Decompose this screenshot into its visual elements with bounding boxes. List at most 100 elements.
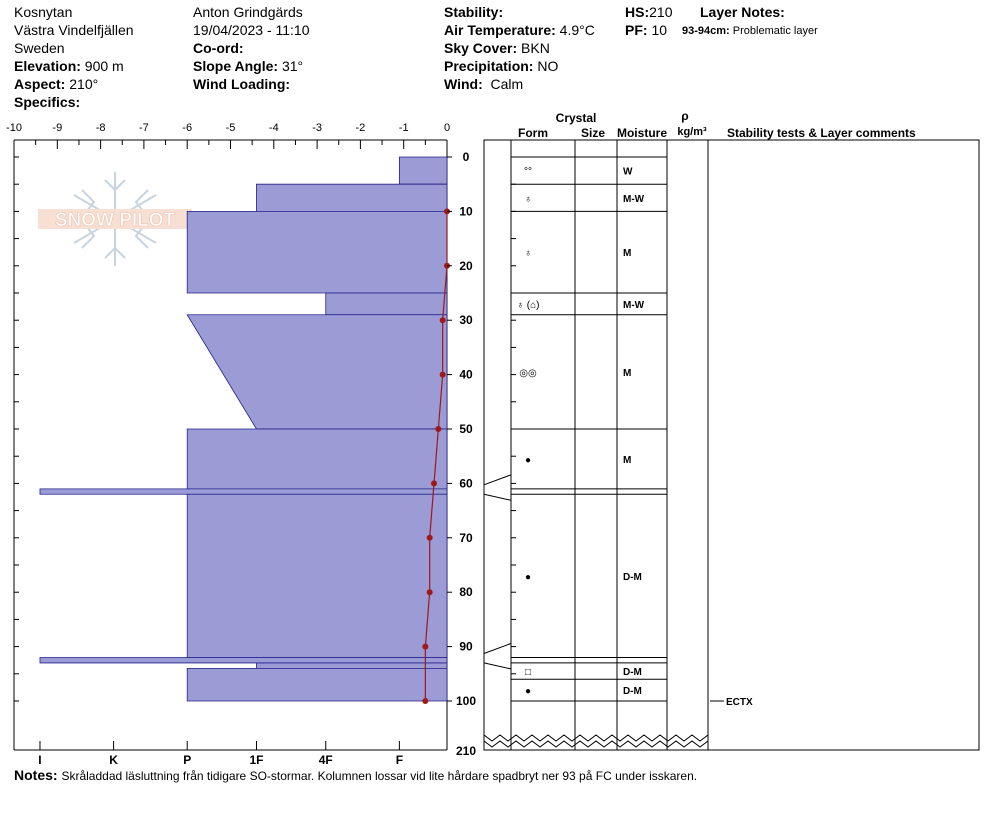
header-col5: Layer Notes: bbox=[700, 3, 785, 21]
depth-break-label: 210 bbox=[456, 744, 476, 758]
layer-moisture: D-M bbox=[623, 667, 642, 678]
snowpilot-logo-text: SNOW PILOT bbox=[55, 210, 176, 231]
header-crystal: Crystal bbox=[556, 111, 597, 125]
layer-form: ♁ bbox=[524, 248, 532, 259]
layer-form: □ bbox=[525, 667, 531, 678]
pf: PF: 10 bbox=[625, 22, 668, 38]
thin-layer-connector bbox=[483, 643, 512, 654]
layer-moisture: M-W bbox=[623, 300, 645, 311]
temperature-tick-label: -10 bbox=[6, 122, 22, 134]
header-col3: Stability: Air Temperature: 4.9°C Sky Co… bbox=[444, 3, 595, 93]
temperature-point bbox=[426, 534, 433, 541]
elevation: Elevation: 900 m bbox=[14, 58, 124, 74]
slope-angle: Slope Angle: 31° bbox=[193, 58, 304, 74]
temperature-tick-label: -6 bbox=[182, 122, 192, 134]
sky-cover: Sky Cover: BKN bbox=[444, 40, 550, 56]
stability-test-label: ECTX bbox=[726, 697, 753, 708]
hardness-bar bbox=[186, 667, 448, 702]
hardness-tick-label: 4F bbox=[319, 753, 333, 767]
wind-loading: Wind Loading: bbox=[193, 76, 291, 92]
header-size: Size bbox=[581, 126, 605, 140]
depth-tick-label: 10 bbox=[459, 204, 473, 218]
header-rho: ρ bbox=[681, 109, 688, 123]
datetime: 19/04/2023 - 11:10 bbox=[193, 22, 310, 38]
layer-form: ♁ (⌂) bbox=[517, 300, 540, 311]
thin-layer-connector bbox=[483, 493, 512, 501]
layer-form: ● bbox=[525, 455, 531, 466]
aspect: Aspect: 210° bbox=[14, 76, 99, 92]
hardness-bar bbox=[256, 183, 448, 212]
temperature-tick-label: -4 bbox=[269, 122, 279, 134]
hardness-bar bbox=[186, 314, 448, 430]
hardness-bar bbox=[325, 292, 448, 316]
notes-text: Skråladdad läsluttning från tidigare SO-… bbox=[61, 769, 698, 783]
layer-form: ♁ bbox=[524, 194, 532, 205]
temperature-point bbox=[426, 589, 433, 596]
depth-break-zigzag bbox=[483, 734, 709, 742]
hs: HS:210 bbox=[625, 4, 673, 20]
temperature-point bbox=[431, 480, 438, 487]
specifics: Specifics: bbox=[14, 94, 81, 110]
hardness-bar bbox=[39, 488, 448, 495]
country: Sweden bbox=[14, 40, 65, 56]
layer-moisture: M bbox=[623, 368, 631, 379]
depth-tick-label: 40 bbox=[459, 368, 473, 382]
layer-note-range: 93-94cm: bbox=[682, 25, 730, 37]
hardness-tick-label: F bbox=[396, 753, 403, 767]
notes-label: Notes: bbox=[14, 767, 58, 783]
temperature-point bbox=[422, 698, 429, 704]
hardness-bar bbox=[186, 493, 448, 658]
layer-form: ◎◎ bbox=[519, 368, 537, 379]
temperature-tick-label: -2 bbox=[356, 122, 366, 134]
hardness-tick-label: K bbox=[109, 753, 118, 767]
depth-tick-label: 50 bbox=[459, 422, 473, 436]
air-temperature: Air Temperature: 4.9°C bbox=[444, 22, 595, 38]
temperature-point bbox=[422, 643, 429, 650]
depth-tick-label: 60 bbox=[459, 476, 473, 490]
temperature-point bbox=[439, 371, 446, 378]
temperature-tick-label: -1 bbox=[399, 122, 409, 134]
header-col1: Kosnytan Västra Vindelfjällen Sweden Ele… bbox=[14, 3, 134, 111]
header-col4: HS:210 PF: 10 bbox=[625, 3, 672, 39]
wind: Wind: Calm bbox=[444, 76, 524, 92]
thin-layer-connector bbox=[483, 662, 512, 670]
snowpilot-logo: SNOW PILOT bbox=[38, 172, 192, 266]
hardness-bar bbox=[256, 662, 448, 669]
layer-moisture: W bbox=[623, 167, 633, 178]
temperature-tick-label: 0 bbox=[444, 122, 450, 134]
hardness-bar bbox=[186, 210, 448, 294]
hardness-bar bbox=[39, 657, 448, 664]
depth-tick-label: 90 bbox=[459, 640, 473, 654]
coord: Co-ord: bbox=[193, 40, 244, 56]
temperature-line bbox=[424, 211, 448, 701]
table-frame bbox=[483, 139, 980, 751]
layer-moisture: M-W bbox=[623, 194, 645, 205]
hardness-tick-label: 1F bbox=[249, 753, 263, 767]
hardness-bar bbox=[398, 156, 448, 185]
depth-tick-label: 70 bbox=[459, 531, 473, 545]
temperature-point bbox=[439, 317, 446, 324]
temperature-tick-label: -9 bbox=[52, 122, 62, 134]
depth-tick-label: 0 bbox=[463, 150, 470, 164]
layer-note-text: Problematic layer bbox=[732, 25, 818, 37]
thin-layer-connector bbox=[483, 474, 512, 486]
layer-moisture: D-M bbox=[623, 572, 642, 583]
depth-tick-label: 100 bbox=[456, 694, 476, 708]
depth-tick-label: 30 bbox=[459, 313, 473, 327]
hardness-bar bbox=[186, 428, 448, 490]
temperature-tick-label: -7 bbox=[139, 122, 149, 134]
layer-form: ● bbox=[525, 686, 531, 697]
hardness-tick-label: I bbox=[38, 753, 41, 767]
layer-notes-title: Layer Notes: bbox=[700, 4, 785, 20]
layer-note: 93-94cm: Problematic layer bbox=[682, 22, 818, 40]
depth-break-zigzag bbox=[483, 740, 709, 748]
layer-moisture: M bbox=[623, 248, 631, 259]
depth-tick-label: 80 bbox=[459, 585, 473, 599]
hardness-tick-label: P bbox=[183, 753, 191, 767]
temperature-point bbox=[435, 426, 442, 432]
depth-tick-label: 20 bbox=[459, 259, 473, 273]
temperature-tick-label: -8 bbox=[96, 122, 106, 134]
header-form: Form bbox=[518, 126, 548, 140]
region: Västra Vindelfjällen bbox=[14, 22, 134, 38]
